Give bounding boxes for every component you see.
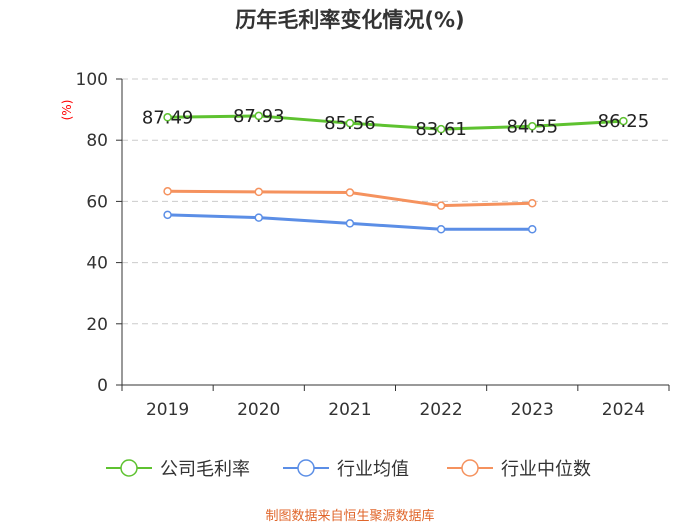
legend-label-0: 公司毛利率 [160,459,250,480]
x-tick-label-2024: 2024 [602,400,645,420]
data-point-2-2020 [254,187,263,197]
x-tick-label-2019: 2019 [146,400,189,420]
data-label-0-2023: 84.55 [506,116,558,137]
y-tick-label-60: 60 [86,192,108,212]
y-tick-label-20: 20 [86,315,108,335]
data-point-2-2023 [528,198,537,208]
x-tick-label-2023: 2023 [511,400,554,420]
x-tick-label-2021: 2021 [328,400,371,420]
data-label-0-2022: 83.61 [415,119,467,140]
legend-label-1: 行业均值 [337,459,409,480]
x-tick-label-2020: 2020 [237,400,280,420]
y-tick-label-100: 100 [76,70,108,90]
data-point-1-2019 [163,210,172,220]
data-point-1-2023 [528,224,537,234]
data-point-0-2020 [254,111,263,121]
data-point-2-2021 [345,188,355,197]
chart-title: 历年毛利率变化情况(%) [235,8,465,32]
legend-marker-2 [461,459,479,477]
data-label-0-2020: 87.93 [233,106,285,127]
data-point-0-2021 [345,118,355,128]
legend-marker-0 [120,459,138,477]
source-note: 制图数据来自恒生聚源数据库 [265,509,435,524]
data-point-1-2022 [436,224,446,234]
y-tick-label-40: 40 [86,254,108,274]
data-label-0-2021: 85.56 [324,113,376,134]
data-label-0-2019: 87.49 [142,107,194,128]
legend-label-2: 行业中位数 [501,459,591,480]
y-axis-label: (%) [60,100,74,121]
data-point-1-2020 [254,213,263,222]
data-point-0-2022 [436,124,446,134]
legend-marker-1 [297,459,315,477]
data-point-0-2024 [619,116,628,126]
data-point-1-2021 [345,219,355,228]
series-line-0 [167,114,624,131]
data-point-2-2019 [163,187,172,196]
data-label-0-2024: 86.25 [598,111,650,132]
y-tick-label-80: 80 [86,131,108,151]
data-point-0-2019 [163,113,172,122]
y-tick-label-0: 0 [97,376,108,396]
data-point-0-2023 [528,122,537,131]
data-point-2-2022 [436,201,446,210]
x-tick-label-2022: 2022 [419,400,462,420]
